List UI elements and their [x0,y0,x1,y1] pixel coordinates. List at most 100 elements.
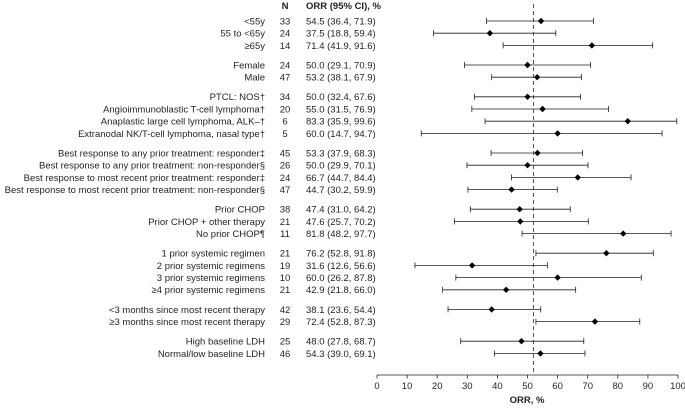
row-orr-ci: 47.4 (31.0, 64.2) [306,205,376,216]
n-column-header: N [282,1,289,12]
table-row: ≥65y 14 71.4 (41.9, 91.6) [244,41,654,52]
rows-layer: <55y 33 54.5 (36.4, 71.9) 55 to <65y 24 37.5 … [5,4,678,375]
row-orr-ci: 53.2 (38.1, 67.9) [306,73,376,84]
row-n: 10 [280,273,291,284]
row-label: Male [244,73,265,84]
x-tick-label: 100 [670,381,685,392]
row-n: 38 [280,205,291,216]
row-n: 20 [280,104,291,115]
table-row: <3 months since most recent therapy 42 38.… [109,305,542,316]
row-label: ≥65y [244,41,265,52]
row-label: No prior CHOP¶ [196,229,265,240]
x-tick-label: 10 [402,381,413,392]
table-row: Male 47 53.2 (38.1, 67.9) [244,73,582,84]
table-row: Normal/low baseline LDH 46 54.3 (39.0, 69.… [158,349,586,360]
row-orr-ci: 42.9 (21.8, 66.0) [306,285,376,296]
table-row: Prior CHOP + other therapy 21 47.6 (25.7, … [148,217,589,228]
table-row: Extranodal NK/T-cell lymphoma, nasal typ… [78,129,663,140]
point-estimate [508,186,515,193]
row-label: Best response to any prior treatment: no… [39,161,265,172]
row-n: 47 [280,73,291,84]
row-n: 6 [282,117,287,128]
row-n: 11 [280,229,290,240]
row-n: 24 [280,29,291,40]
row-orr-ci: 76.2 (52.8, 91.8) [306,249,376,260]
row-orr-ci: 38.1 (23.6, 54.4) [306,305,376,316]
point-estimate [588,42,596,49]
x-tick-label: 90 [643,381,654,392]
point-estimate [537,17,545,25]
table-row: ≥4 prior systemic regimens 21 42.9 (21.8, … [152,285,577,296]
row-label: 2 prior systemic regimens [157,261,265,272]
row-label: 1 prior systemic regimen [162,249,265,260]
row-n: 21 [280,285,291,296]
row-label: <55y [244,16,265,27]
row-label: Extranodal NK/T-cell lymphoma, nasal typ… [78,129,265,140]
table-row: High baseline LDH 25 48.0 (27.8, 68.7) [186,337,585,348]
row-orr-ci: 83.3 (35.9, 99.6) [306,117,376,128]
point-estimate [554,130,561,137]
row-orr-ci: 31.6 (12.6, 56.6) [306,261,376,272]
table-row: 1 prior systemic regimen 21 76.2 (52.8, 91… [162,249,654,260]
row-label: Prior CHOP [215,205,265,216]
x-tick-label: 70 [582,381,593,392]
table-row: No prior CHOP¶ 11 81.8 (48.2, 97.7) [196,229,672,240]
row-orr-ci: 50.0 (29.1, 70.9) [306,60,376,71]
x-tick-label: 60 [552,381,563,392]
table-row: PTCL: NOS† 34 50.0 (32.4, 67.6) [210,92,581,103]
row-label: <3 months since most recent therapy [109,305,265,316]
row-orr-ci: 47.6 (25.7, 70.2) [306,217,376,228]
row-label: Best response to most recent prior treat… [24,173,265,184]
row-label: Anaplastic large cell lymphoma, ALK–† [101,117,265,128]
table-row: 55 to <65y 24 37.5 (18.8, 59.4) [220,29,557,40]
row-orr-ci: 55.0 (31.5, 76.9) [306,104,376,115]
row-label: PTCL: NOS† [210,92,265,103]
row-n: 42 [280,305,291,316]
row-label: ≥4 prior systemic regimens [152,285,266,296]
row-orr-ci: 66.7 (44.7, 84.4) [306,173,376,184]
table-row: 3 prior systemic regimens 10 60.0 (26.2, 8… [157,273,642,284]
x-tick-label: 50 [522,381,533,392]
row-n: 24 [280,60,291,71]
row-orr-ci: 44.7 (30.2, 59.9) [306,185,376,196]
x-axis-title: ORR, % [510,395,545,406]
x-tick-label: 30 [462,381,473,392]
row-orr-ci: 60.0 (26.2, 87.8) [306,273,376,284]
row-label: Best response to any prior treatment: re… [58,148,265,159]
row-orr-ci: 81.8 (48.2, 97.7) [306,229,376,240]
row-label: Angioimmunoblastic T-cell lymphoma† [103,104,265,115]
row-label: 3 prior systemic regimens [157,273,265,284]
row-orr-ci: 71.4 (41.9, 91.6) [306,41,376,52]
x-tick-label: 20 [432,381,443,392]
row-n: 33 [280,16,291,27]
row-n: 45 [280,148,291,159]
row-orr-ci: 72.4 (52.8, 87.3) [306,317,376,328]
table-row: ≥3 months since most recent therapy 29 72.… [109,317,641,328]
row-orr-ci: 50.0 (29.9, 70.1) [306,161,376,172]
point-estimate [517,218,524,225]
row-n: 25 [280,337,291,348]
point-estimate [502,286,510,293]
row-label: Normal/low baseline LDH [158,349,265,360]
row-orr-ci: 50.0 (32.4, 67.6) [306,92,376,103]
x-tick-label: 80 [613,381,624,392]
point-estimate [539,105,546,113]
point-estimate [534,149,541,157]
table-row: Best response to any prior treatment: re… [58,148,583,159]
point-estimate [574,174,581,181]
point-estimate [591,318,599,325]
table-row: 2 prior systemic regimens 19 31.6 (12.6, 5… [157,261,548,272]
point-estimate [603,250,610,257]
table-row: Female 24 50.0 (29.1, 70.9) [233,60,591,71]
x-axis: 0 10 20 30 40 50 60 70 80 90 100 [374,374,685,392]
row-orr-ci: 37.5 (18.8, 59.4) [306,29,376,40]
x-tick-label: 40 [492,381,503,392]
table-row: Angioimmunoblastic T-cell lymphoma† 20 55.… [103,104,609,115]
row-orr-ci: 54.5 (36.4, 71.9) [306,16,376,27]
row-n: 46 [280,349,291,360]
table-row: Best response to any prior treatment: no… [39,161,589,172]
table-row: Best response to most recent prior treat… [5,185,558,196]
row-orr-ci: 54.3 (39.0, 69.1) [306,349,376,360]
point-estimate [620,230,627,237]
